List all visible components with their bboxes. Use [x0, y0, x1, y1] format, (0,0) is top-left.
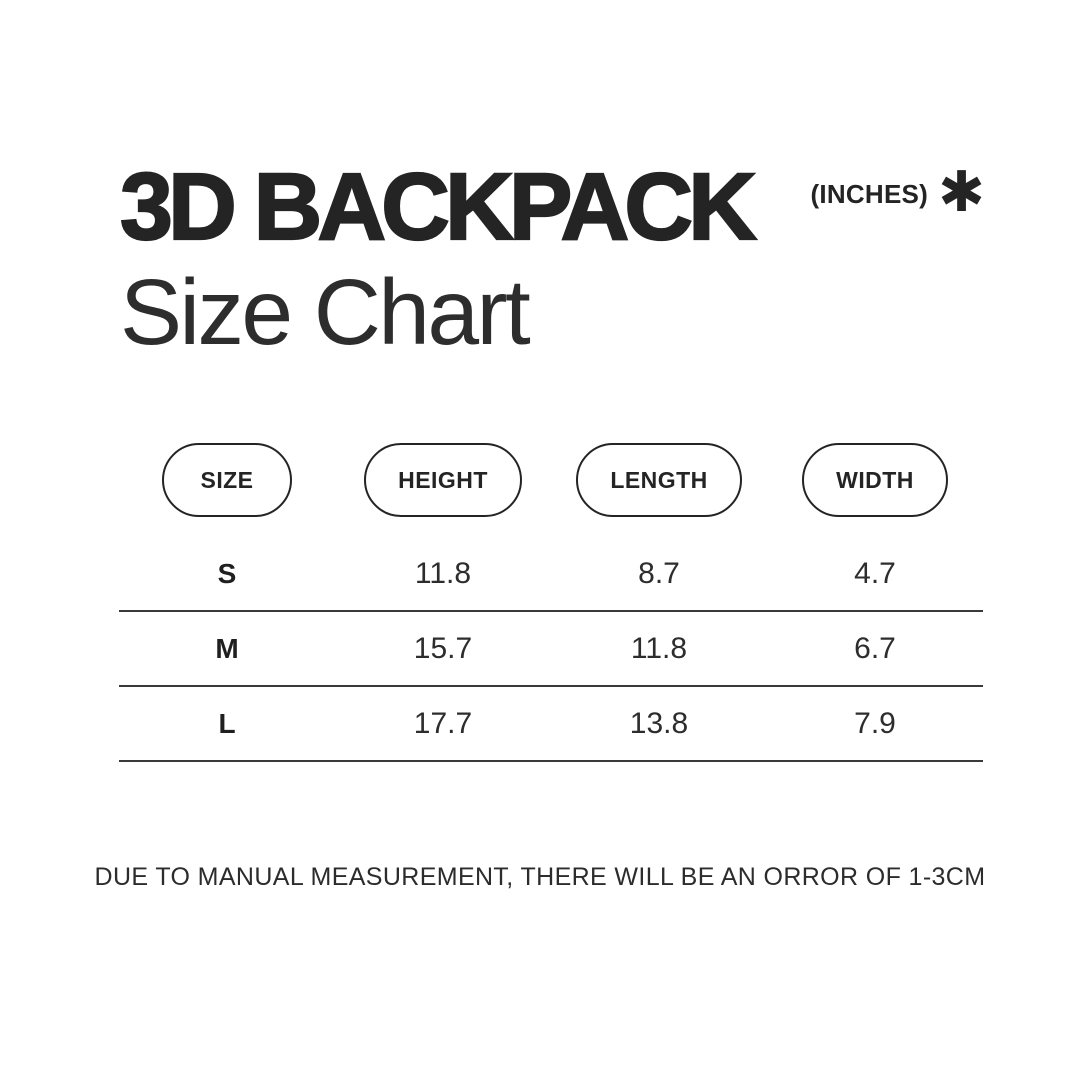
asterisk-icon: ✱ — [938, 160, 985, 223]
header-cell-height: HEIGHT — [335, 443, 551, 517]
table-row-m: M 15.7 11.8 6.7 — [119, 612, 983, 687]
height-value: 11.8 — [414, 556, 472, 590]
unit-label: (INCHES) — [810, 178, 929, 209]
length-value: 11.8 — [630, 631, 688, 665]
size-label: S — [217, 557, 237, 589]
width-value: 7.9 — [854, 706, 896, 740]
header-cell-width: WIDTH — [767, 443, 983, 517]
size-table: SIZE HEIGHT LENGTH WIDTH S 11.8 8.7 4.7 … — [119, 443, 983, 762]
column-pill-width: WIDTH — [802, 443, 948, 517]
table-header-row: SIZE HEIGHT LENGTH WIDTH — [119, 443, 983, 517]
size-label: L — [218, 707, 236, 739]
page-title: 3D BACKPACK — [119, 154, 758, 260]
height-value: 15.7 — [413, 631, 473, 665]
unit-label-group: (INCHES) ✱ — [810, 164, 985, 220]
page-subtitle: Size Chart — [120, 260, 531, 364]
header-cell-size: SIZE — [119, 443, 335, 517]
length-value: 13.8 — [629, 706, 689, 740]
width-value: 4.7 — [854, 556, 896, 590]
column-pill-size: SIZE — [162, 443, 292, 517]
size-label: M — [215, 632, 239, 664]
table-row-l: L 17.7 13.8 7.9 — [119, 687, 983, 762]
column-pill-length: LENGTH — [576, 443, 742, 517]
measurement-note: DUE TO MANUAL MEASUREMENT, THERE WILL BE… — [94, 863, 986, 891]
table-row-s: S 11.8 8.7 4.7 — [119, 537, 983, 612]
header-cell-length: LENGTH — [551, 443, 767, 517]
width-value: 6.7 — [854, 631, 896, 665]
height-value: 17.7 — [413, 706, 473, 740]
column-pill-height: HEIGHT — [364, 443, 522, 517]
length-value: 8.7 — [638, 556, 680, 590]
